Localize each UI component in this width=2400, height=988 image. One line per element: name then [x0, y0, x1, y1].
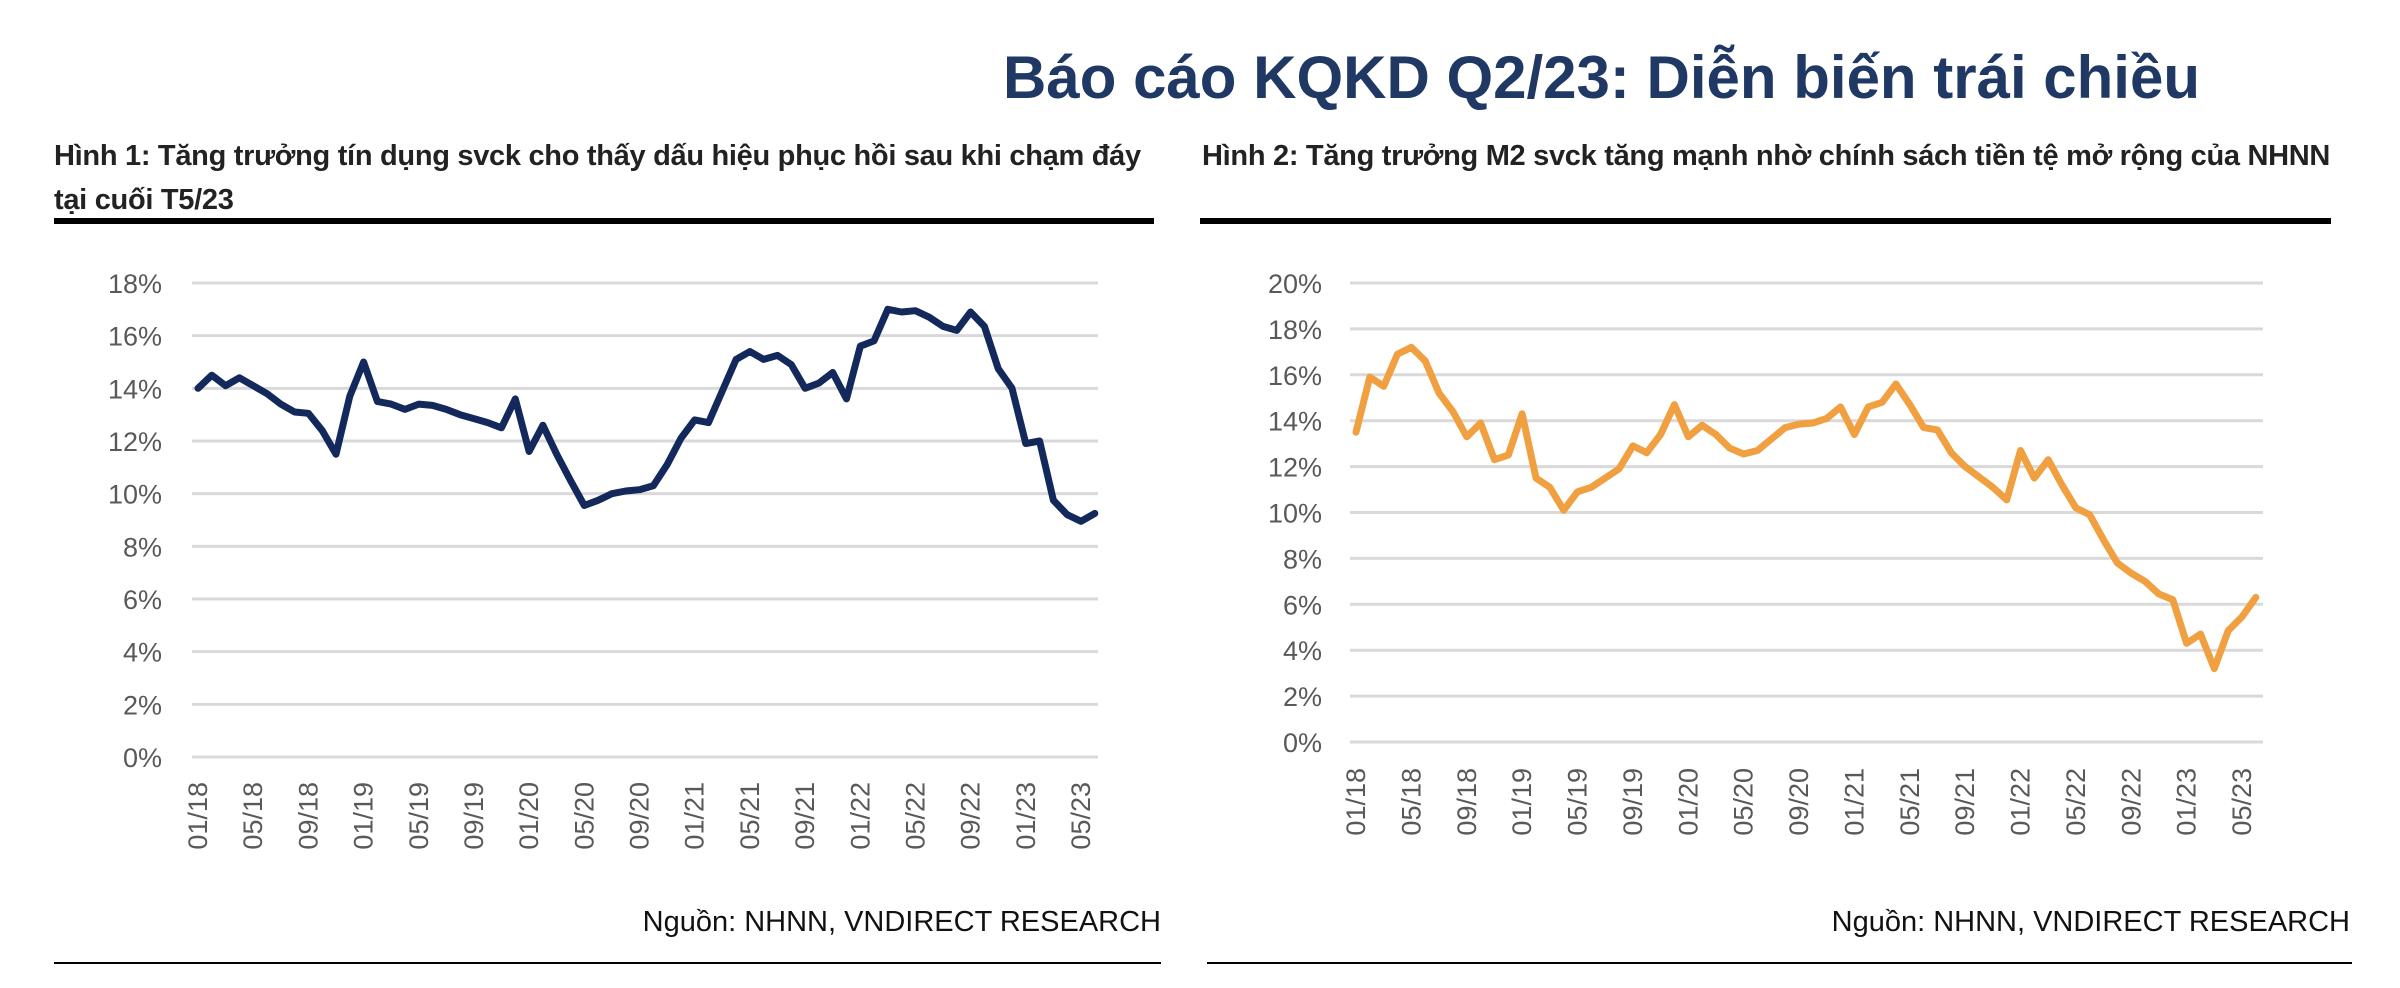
x-tick-label: 09/19	[1618, 768, 1648, 836]
y-tick-label: 0%	[1283, 728, 1322, 758]
y-tick-label: 10%	[1268, 499, 1322, 529]
x-tick-label: 05/20	[569, 782, 599, 850]
x-tick-label: 01/19	[349, 782, 379, 850]
y-tick-label: 8%	[1283, 544, 1322, 574]
x-tick-label: 05/18	[238, 782, 268, 850]
chart-2: 0% 2% 4% 6% 8% 10% 12% 14% 16% 18% 20% 01/18 05/18 09…	[1268, 269, 2263, 836]
y-tick-label: 8%	[123, 532, 162, 562]
x-tick-label: 05/21	[735, 782, 765, 850]
y-tick-label: 10%	[108, 480, 162, 510]
y-tick-label: 2%	[1283, 682, 1322, 712]
x-tick-label: 05/19	[404, 782, 434, 850]
x-tick-label: 01/20	[1673, 768, 1703, 836]
x-tick-label: 05/21	[1895, 768, 1925, 836]
figure-2-top-rule	[1200, 218, 2331, 224]
x-tick-label: 01/18	[183, 782, 213, 850]
y-tick-label: 16%	[108, 322, 162, 352]
figure-1-bottom-rule	[54, 962, 1161, 964]
x-tick-label: 05/20	[1729, 768, 1759, 836]
x-tick-label: 09/22	[2116, 768, 2146, 836]
y-tick-label: 20%	[1268, 269, 1322, 299]
x-tick-label: 05/22	[2061, 768, 2091, 836]
y-tick-label: 4%	[123, 638, 162, 668]
y-tick-label: 16%	[1268, 361, 1322, 391]
y-tick-label: 6%	[1283, 590, 1322, 620]
figure-2-source: Nguồn: NHNN, VNDIRECT RESEARCH	[1831, 906, 2350, 938]
x-tick-label: 09/20	[625, 782, 655, 850]
x-tick-label: 05/19	[1563, 768, 1593, 836]
x-tick-label: 01/20	[514, 782, 544, 850]
series-line	[194, 305, 1099, 525]
y-tick-label: 12%	[1268, 453, 1322, 483]
x-tick-label: 09/22	[956, 782, 986, 850]
x-tick-label: 05/23	[1066, 782, 1096, 850]
x-tick-label: 01/23	[1011, 782, 1041, 850]
x-tick-label: 05/22	[900, 782, 930, 850]
y-tick-label: 18%	[108, 269, 162, 299]
figure-1-source: Nguồn: NHNN, VNDIRECT RESEARCH	[642, 906, 1161, 938]
x-tick-label: 01/21	[1839, 768, 1869, 836]
x-tick-label: 01/23	[2172, 768, 2202, 836]
x-tick-label: 01/22	[2006, 768, 2036, 836]
x-tick-label: 01/21	[680, 782, 710, 850]
y-tick-label: 4%	[1283, 636, 1322, 666]
x-tick-label: 09/21	[790, 782, 820, 850]
y-tick-label: 0%	[123, 743, 162, 773]
y-tick-label: 12%	[108, 427, 162, 457]
y-tick-label: 18%	[1268, 315, 1322, 345]
figure-1-top-rule	[54, 218, 1154, 224]
x-tick-label: 01/19	[1507, 768, 1537, 836]
x-tick-label: 01/22	[845, 782, 875, 850]
x-tick-label: 05/23	[2227, 768, 2257, 836]
y-tick-label: 2%	[123, 690, 162, 720]
x-tick-label: 09/18	[1452, 768, 1482, 836]
x-tick-label: 01/18	[1341, 768, 1371, 836]
y-tick-label: 6%	[123, 585, 162, 615]
figure-2-caption: Hình 2: Tăng trưởng M2 svck tăng mạnh nh…	[1202, 140, 2331, 172]
figure-1-caption: Hình 1: Tăng trưởng tín dụng svck cho th…	[54, 140, 1141, 216]
series-line	[1352, 343, 2260, 673]
y-tick-label: 14%	[108, 374, 162, 404]
chart-1: 0% 2% 4% 6% 8% 10% 12% 14% 16% 18% 01/18 05/18 09/18…	[108, 269, 1099, 850]
x-tick-label: 09/18	[293, 782, 323, 850]
page-title: Báo cáo KQKD Q2/23: Diễn biến trái chiều	[1003, 44, 2200, 111]
x-tick-label: 09/21	[1950, 768, 1980, 836]
y-tick-label: 14%	[1268, 407, 1322, 437]
x-tick-label: 09/20	[1784, 768, 1814, 836]
x-tick-label: 09/19	[459, 782, 489, 850]
figure-2-bottom-rule	[1207, 962, 2352, 964]
x-tick-label: 05/18	[1396, 768, 1426, 836]
